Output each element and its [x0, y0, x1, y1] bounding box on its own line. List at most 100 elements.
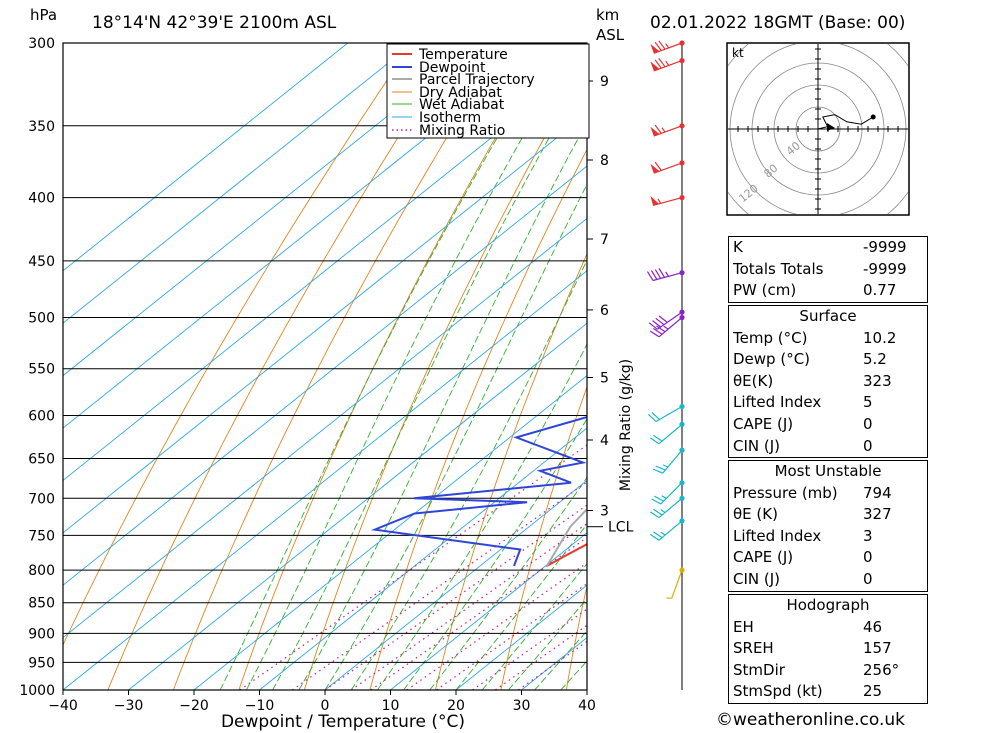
wet-adiabat-line	[324, 183, 587, 690]
plot-frame	[62, 42, 588, 691]
wind-barb	[649, 518, 685, 541]
pressure-tick-label: 900	[28, 626, 55, 642]
height-tick-label: 5	[600, 371, 609, 387]
wind-barb-flag	[654, 41, 662, 51]
wind-barb	[649, 421, 685, 445]
isotherm-line	[128, 322, 587, 690]
wind-barb-flag	[654, 161, 662, 171]
pressure-tick-label: 700	[28, 491, 55, 507]
wind-barb-flag	[653, 508, 663, 516]
index-key: EH	[733, 617, 754, 636]
temperature-tick-label: −30	[114, 698, 144, 714]
location-title: 18°14'N 42°39'E 2100m ASL	[92, 13, 337, 33]
wind-barb-flag	[649, 533, 660, 541]
index-value: 46	[863, 617, 883, 636]
dry-adiabat-line	[107, 43, 460, 690]
index-value: 0	[863, 436, 873, 455]
hodograph-title: Hodograph	[786, 596, 870, 614]
wind-barb-pennant	[650, 195, 659, 206]
profiles	[370, 415, 587, 567]
wind-barb-staff	[653, 60, 683, 72]
wind-barb-flag	[651, 498, 662, 505]
legend-parcel-label: Parcel Trajectory	[419, 72, 535, 88]
temperature-tick-label: −40	[48, 698, 78, 714]
wind-barb-flag	[654, 124, 662, 134]
wind-barb-staff	[652, 197, 683, 206]
wind-barb	[647, 403, 685, 423]
index-value: 0.77	[863, 281, 897, 300]
index-key: θE (K)	[733, 505, 778, 524]
index-key: StmDir	[733, 660, 785, 679]
mixing-ratio-axis-label: Mixing Ratio (g/kg)	[618, 359, 634, 491]
pressure-tick-label: 300	[28, 36, 55, 52]
wind-barb	[648, 309, 685, 330]
wind-barb	[646, 268, 685, 282]
isotherm-line	[193, 375, 587, 690]
hodograph-unit: kt	[732, 46, 744, 60]
isobars	[63, 42, 587, 691]
wind-barb-flag	[656, 325, 666, 333]
temperature-tick-label: 20	[447, 698, 465, 714]
storm-motion-marker	[827, 123, 835, 131]
general-indices-table: K -9999 Totals Totals -9999 PW (cm) 0.77	[728, 236, 928, 303]
index-key: CIN (J)	[733, 569, 781, 588]
index-value: 3	[863, 526, 873, 545]
index-row: Pressure (mb) 794	[729, 483, 927, 505]
wet-adiabat-line	[350, 259, 587, 690]
temperature-tick-label: 10	[382, 698, 400, 714]
lcl-label: LCL	[608, 520, 634, 536]
wind-barb-flag	[658, 315, 668, 323]
wind-barb-half-flag	[663, 325, 669, 330]
height-tick-label: 6	[600, 303, 609, 319]
index-key: θE(K)	[733, 371, 774, 390]
wind-barb-staff	[671, 569, 683, 599]
height-tick-label: 9	[600, 74, 609, 90]
legend: Temperature Dewpoint Parcel Trajectory D…	[386, 43, 590, 139]
index-row: SREH 157	[729, 638, 927, 660]
index-row-totals: Totals Totals -9999	[729, 259, 927, 281]
index-value: -9999	[863, 238, 907, 256]
wind-barb-half-flag	[662, 464, 669, 468]
wind-barb-pennant	[650, 163, 660, 174]
wind-barb-flag	[646, 271, 654, 281]
wind-barb	[650, 123, 685, 137]
index-value: 25	[863, 682, 883, 701]
index-value: 794	[863, 483, 892, 502]
dry-adiabat-line	[172, 43, 506, 690]
wind-barb-staff	[657, 311, 683, 330]
isotherm-line	[63, 217, 587, 639]
wind-barb	[650, 195, 685, 206]
temperature-tick-label: 40	[578, 698, 596, 714]
index-row: StmSpd (kt) 25	[729, 681, 927, 703]
index-value: 0	[863, 414, 873, 433]
index-key: Dewp (°C)	[733, 350, 811, 369]
dry-adiabat-line	[369, 148, 587, 690]
credit-link[interactable]: ©weatheronline.co.uk	[716, 710, 906, 730]
index-row: CAPE (J) 0	[729, 547, 927, 569]
index-row-pw: PW (cm) 0.77	[729, 280, 927, 302]
wind-barb	[650, 40, 685, 54]
pressure-tick-label: 800	[28, 563, 55, 579]
isotherm-line	[63, 43, 545, 429]
index-row: θE(K) 323	[729, 371, 927, 393]
most-unstable-table: Most Unstable Pressure (mb) 794 θE (K) 327…	[728, 460, 928, 592]
hodograph-indices-table: Hodograph EH 46 SREH 157 StmDir 256° StmSpd…	[728, 594, 928, 704]
index-value: 0	[863, 569, 873, 588]
dry-adiabat-line	[958, 43, 1000, 690]
wind-barb-flag	[652, 468, 663, 474]
wind-barb-half-flag	[657, 198, 662, 204]
pressure-tick-label: 650	[28, 452, 55, 468]
isotherm-line	[63, 113, 587, 534]
index-row: Lifted Index 5	[729, 392, 927, 414]
hodograph-end-point	[870, 114, 876, 120]
index-value: 157	[863, 639, 892, 658]
pressure-tick-label: 850	[28, 596, 55, 612]
index-value: 256°	[863, 660, 900, 679]
legend-isotherm-label: Isotherm	[419, 110, 481, 126]
dry-adiabat-line	[565, 584, 587, 690]
height-unit-km: km	[596, 6, 619, 24]
index-value: 10.2	[863, 328, 897, 347]
index-key: StmSpd (kt)	[733, 682, 823, 701]
